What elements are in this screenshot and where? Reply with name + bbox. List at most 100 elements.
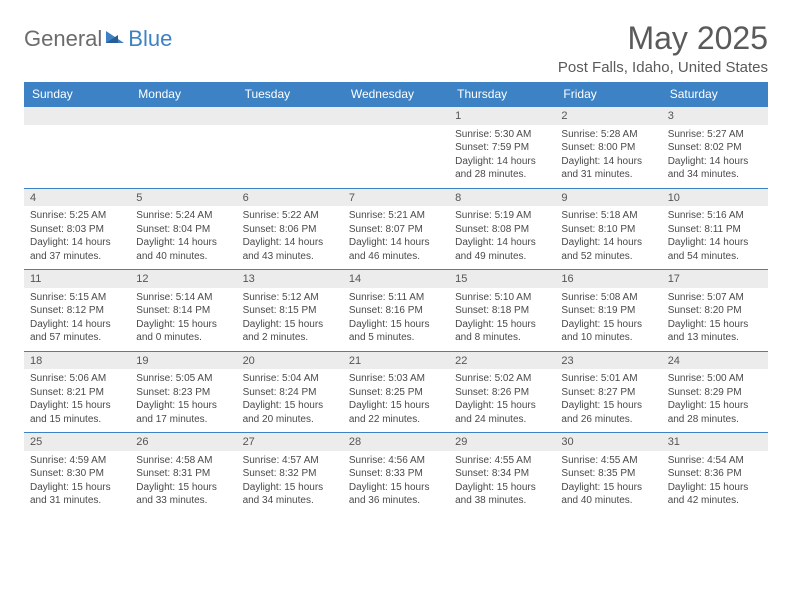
- day2-text: and 15 minutes.: [30, 413, 124, 427]
- day-number-cell: 8: [449, 188, 555, 206]
- sunrise-text: Sunrise: 4:55 AM: [455, 454, 549, 468]
- sunset-text: Sunset: 8:19 PM: [561, 304, 655, 318]
- day-number-cell: 30: [555, 433, 661, 451]
- day2-text: and 33 minutes.: [136, 494, 230, 508]
- sunset-text: Sunset: 8:31 PM: [136, 467, 230, 481]
- day2-text: and 0 minutes.: [136, 331, 230, 345]
- day-data-cell: Sunrise: 5:01 AMSunset: 8:27 PMDaylight:…: [555, 369, 661, 433]
- sunrise-text: Sunrise: 5:28 AM: [561, 128, 655, 142]
- day-number-cell: 25: [24, 433, 130, 451]
- day1-text: Daylight: 15 hours: [349, 481, 443, 495]
- day1-text: Daylight: 15 hours: [668, 318, 762, 332]
- sunrise-text: Sunrise: 5:10 AM: [455, 291, 549, 305]
- day-data-cell: Sunrise: 5:24 AMSunset: 8:04 PMDaylight:…: [130, 206, 236, 270]
- day-number-row: 25262728293031: [24, 433, 768, 451]
- day1-text: Daylight: 15 hours: [349, 399, 443, 413]
- day1-text: Daylight: 15 hours: [243, 481, 337, 495]
- day1-text: Daylight: 14 hours: [561, 155, 655, 169]
- day2-text: and 26 minutes.: [561, 413, 655, 427]
- day1-text: Daylight: 14 hours: [349, 236, 443, 250]
- day-number-cell: 31: [662, 433, 768, 451]
- sunrise-text: Sunrise: 5:27 AM: [668, 128, 762, 142]
- day2-text: and 54 minutes.: [668, 250, 762, 264]
- sunrise-text: Sunrise: 5:06 AM: [30, 372, 124, 386]
- sunset-text: Sunset: 8:30 PM: [30, 467, 124, 481]
- sunrise-text: Sunrise: 5:00 AM: [668, 372, 762, 386]
- day-number-row: 11121314151617: [24, 270, 768, 288]
- sunset-text: Sunset: 8:26 PM: [455, 386, 549, 400]
- day2-text: and 34 minutes.: [243, 494, 337, 508]
- sunset-text: Sunset: 8:04 PM: [136, 223, 230, 237]
- day1-text: Daylight: 15 hours: [561, 318, 655, 332]
- day-data-cell: Sunrise: 4:55 AMSunset: 8:34 PMDaylight:…: [449, 451, 555, 514]
- day1-text: Daylight: 14 hours: [668, 155, 762, 169]
- day2-text: and 2 minutes.: [243, 331, 337, 345]
- weekday-heading: Wednesday: [343, 82, 449, 107]
- day-data-cell: [130, 125, 236, 189]
- day2-text: and 8 minutes.: [455, 331, 549, 345]
- day-data-row: Sunrise: 5:25 AMSunset: 8:03 PMDaylight:…: [24, 206, 768, 270]
- day-number-row: 18192021222324: [24, 351, 768, 369]
- day-data-cell: Sunrise: 5:06 AMSunset: 8:21 PMDaylight:…: [24, 369, 130, 433]
- day1-text: Daylight: 15 hours: [561, 481, 655, 495]
- day-data-cell: Sunrise: 4:57 AMSunset: 8:32 PMDaylight:…: [237, 451, 343, 514]
- sunset-text: Sunset: 8:02 PM: [668, 141, 762, 155]
- day-number-cell: 27: [237, 433, 343, 451]
- sunrise-text: Sunrise: 5:14 AM: [136, 291, 230, 305]
- day-number-cell: 22: [449, 351, 555, 369]
- sunset-text: Sunset: 8:18 PM: [455, 304, 549, 318]
- sunset-text: Sunset: 8:08 PM: [455, 223, 549, 237]
- day-number-cell: 7: [343, 188, 449, 206]
- sunrise-text: Sunrise: 4:59 AM: [30, 454, 124, 468]
- sunrise-text: Sunrise: 4:56 AM: [349, 454, 443, 468]
- day-data-cell: Sunrise: 5:25 AMSunset: 8:03 PMDaylight:…: [24, 206, 130, 270]
- sunset-text: Sunset: 8:34 PM: [455, 467, 549, 481]
- day-data-cell: Sunrise: 5:07 AMSunset: 8:20 PMDaylight:…: [662, 288, 768, 352]
- day1-text: Daylight: 15 hours: [455, 399, 549, 413]
- day-data-cell: Sunrise: 5:30 AMSunset: 7:59 PMDaylight:…: [449, 125, 555, 189]
- day-data-cell: Sunrise: 5:16 AMSunset: 8:11 PMDaylight:…: [662, 206, 768, 270]
- day2-text: and 49 minutes.: [455, 250, 549, 264]
- day-data-cell: Sunrise: 4:54 AMSunset: 8:36 PMDaylight:…: [662, 451, 768, 514]
- day2-text: and 24 minutes.: [455, 413, 549, 427]
- weekday-heading: Monday: [130, 82, 236, 107]
- day2-text: and 57 minutes.: [30, 331, 124, 345]
- brand-part2: Blue: [128, 26, 172, 52]
- day2-text: and 40 minutes.: [136, 250, 230, 264]
- location: Post Falls, Idaho, United States: [558, 59, 768, 76]
- day-number-cell: 13: [237, 270, 343, 288]
- calendar-body: 123Sunrise: 5:30 AMSunset: 7:59 PMDaylig…: [24, 107, 768, 514]
- sunset-text: Sunset: 8:03 PM: [30, 223, 124, 237]
- brand-part1: General: [24, 26, 102, 52]
- day1-text: Daylight: 14 hours: [668, 236, 762, 250]
- title-block: May 2025 Post Falls, Idaho, United State…: [558, 20, 768, 76]
- day-data-cell: Sunrise: 5:02 AMSunset: 8:26 PMDaylight:…: [449, 369, 555, 433]
- weekday-heading: Thursday: [449, 82, 555, 107]
- weekday-heading: Sunday: [24, 82, 130, 107]
- sunrise-text: Sunrise: 5:19 AM: [455, 209, 549, 223]
- sunrise-text: Sunrise: 4:54 AM: [668, 454, 762, 468]
- day-number-cell: 1: [449, 107, 555, 125]
- day-data-row: Sunrise: 4:59 AMSunset: 8:30 PMDaylight:…: [24, 451, 768, 514]
- day-number-cell: 29: [449, 433, 555, 451]
- sunrise-text: Sunrise: 4:58 AM: [136, 454, 230, 468]
- day1-text: Daylight: 15 hours: [243, 318, 337, 332]
- sunset-text: Sunset: 8:29 PM: [668, 386, 762, 400]
- day1-text: Daylight: 14 hours: [243, 236, 337, 250]
- sunset-text: Sunset: 8:27 PM: [561, 386, 655, 400]
- day-number-cell: [24, 107, 130, 125]
- day-data-cell: Sunrise: 5:08 AMSunset: 8:19 PMDaylight:…: [555, 288, 661, 352]
- sunrise-text: Sunrise: 4:55 AM: [561, 454, 655, 468]
- brand-logo: General Blue: [24, 20, 172, 52]
- sunrise-text: Sunrise: 5:16 AM: [668, 209, 762, 223]
- sunrise-text: Sunrise: 5:11 AM: [349, 291, 443, 305]
- day-data-cell: [343, 125, 449, 189]
- day-number-cell: 2: [555, 107, 661, 125]
- sunrise-text: Sunrise: 5:04 AM: [243, 372, 337, 386]
- day-data-cell: Sunrise: 5:18 AMSunset: 8:10 PMDaylight:…: [555, 206, 661, 270]
- day1-text: Daylight: 15 hours: [136, 481, 230, 495]
- day-number-cell: 21: [343, 351, 449, 369]
- day1-text: Daylight: 15 hours: [30, 481, 124, 495]
- day-data-cell: Sunrise: 5:22 AMSunset: 8:06 PMDaylight:…: [237, 206, 343, 270]
- day-number-cell: 9: [555, 188, 661, 206]
